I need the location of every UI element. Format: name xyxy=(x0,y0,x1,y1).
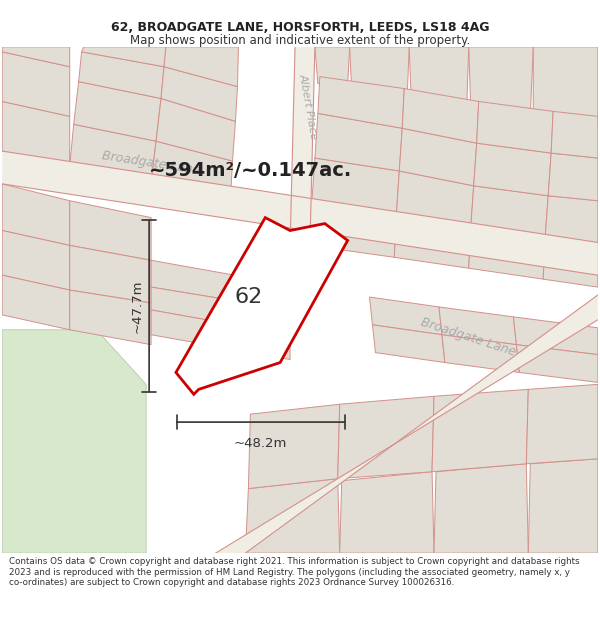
Polygon shape xyxy=(151,260,290,310)
Polygon shape xyxy=(432,389,529,472)
Polygon shape xyxy=(2,151,598,275)
Text: ~594m²/~0.147ac.: ~594m²/~0.147ac. xyxy=(149,161,352,181)
Text: Broadgate Lane: Broadgate Lane xyxy=(419,315,518,358)
Polygon shape xyxy=(161,67,238,121)
Polygon shape xyxy=(315,47,350,87)
Text: Contains OS data © Crown copyright and database right 2021. This information is : Contains OS data © Crown copyright and d… xyxy=(9,558,580,588)
Polygon shape xyxy=(79,52,164,99)
Polygon shape xyxy=(396,171,474,227)
Polygon shape xyxy=(476,101,553,153)
Polygon shape xyxy=(74,82,161,141)
Text: ~48.2m: ~48.2m xyxy=(234,437,287,450)
Polygon shape xyxy=(548,153,598,201)
Polygon shape xyxy=(2,231,70,290)
Polygon shape xyxy=(474,143,551,196)
Polygon shape xyxy=(340,472,434,553)
Polygon shape xyxy=(338,396,434,479)
Polygon shape xyxy=(318,77,404,128)
Polygon shape xyxy=(439,307,517,344)
Polygon shape xyxy=(156,99,235,161)
Polygon shape xyxy=(517,344,598,382)
Polygon shape xyxy=(290,47,315,246)
Polygon shape xyxy=(315,113,402,171)
Polygon shape xyxy=(545,196,598,246)
Polygon shape xyxy=(2,101,70,166)
Polygon shape xyxy=(350,47,409,96)
Text: 62: 62 xyxy=(234,287,263,307)
Text: ~47.7m: ~47.7m xyxy=(130,279,143,332)
Polygon shape xyxy=(2,275,70,330)
Text: Broadgate Lane: Broadgate Lane xyxy=(101,149,202,177)
Polygon shape xyxy=(2,330,146,553)
Polygon shape xyxy=(312,158,399,216)
Polygon shape xyxy=(2,52,70,116)
Polygon shape xyxy=(70,201,151,260)
Polygon shape xyxy=(394,216,471,268)
Polygon shape xyxy=(2,47,70,67)
Polygon shape xyxy=(469,47,533,116)
Polygon shape xyxy=(245,479,340,553)
Polygon shape xyxy=(551,111,598,158)
Polygon shape xyxy=(176,217,347,394)
Polygon shape xyxy=(529,459,598,553)
Polygon shape xyxy=(543,238,598,287)
Polygon shape xyxy=(373,325,445,362)
Polygon shape xyxy=(70,246,151,303)
Polygon shape xyxy=(370,297,442,335)
Polygon shape xyxy=(248,404,340,489)
Polygon shape xyxy=(82,47,166,67)
Polygon shape xyxy=(151,310,290,359)
Polygon shape xyxy=(434,464,529,553)
Polygon shape xyxy=(469,228,545,279)
Polygon shape xyxy=(402,89,479,143)
Text: Map shows position and indicative extent of the property.: Map shows position and indicative extent… xyxy=(130,34,470,47)
Polygon shape xyxy=(151,141,233,199)
Polygon shape xyxy=(70,290,151,344)
Polygon shape xyxy=(2,184,70,246)
Polygon shape xyxy=(215,295,598,553)
Polygon shape xyxy=(526,384,598,464)
Polygon shape xyxy=(399,128,476,186)
Polygon shape xyxy=(151,287,290,335)
Polygon shape xyxy=(409,47,469,106)
Text: Albert Place: Albert Place xyxy=(297,72,319,140)
Polygon shape xyxy=(533,47,598,126)
Polygon shape xyxy=(310,201,396,258)
Text: 62, BROADGATE LANE, HORSFORTH, LEEDS, LS18 4AG: 62, BROADGATE LANE, HORSFORTH, LEEDS, LS… xyxy=(111,21,489,34)
Polygon shape xyxy=(442,335,520,372)
Polygon shape xyxy=(471,186,548,238)
Polygon shape xyxy=(164,47,238,87)
Polygon shape xyxy=(70,124,156,183)
Polygon shape xyxy=(514,317,598,354)
